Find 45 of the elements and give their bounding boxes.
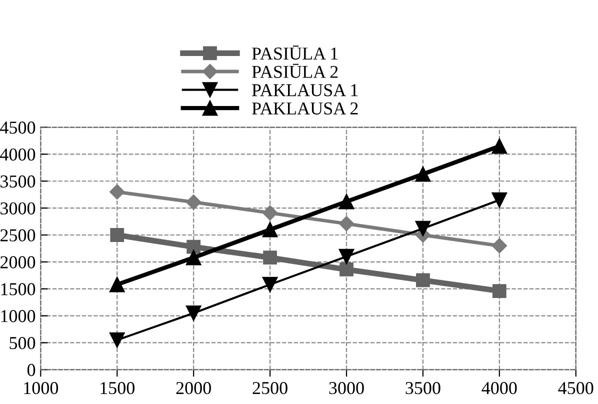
x-tick-label: 3500 — [406, 382, 440, 394]
point — [415, 166, 431, 182]
y-tick-label: 2500 — [0, 229, 36, 242]
y-tick-label: 2000 — [0, 256, 36, 268]
point — [186, 250, 202, 266]
point — [338, 194, 354, 210]
y-tick-label: 1000 — [1, 310, 36, 322]
legend-label: PAKLAUSA 1 — [252, 84, 358, 96]
x-tick-label: 3000 — [329, 382, 364, 394]
y-tick-label: 3000 — [0, 202, 36, 214]
y-tick-label: 4500 — [0, 122, 36, 134]
point — [262, 276, 278, 292]
point — [416, 273, 430, 288]
point — [492, 284, 506, 298]
x-tick-label: 1500 — [100, 382, 134, 394]
point — [109, 276, 125, 292]
x-tick-label: 2000 — [176, 382, 211, 394]
point — [186, 305, 202, 321]
legend-label: PASIŪLA 2 — [252, 64, 338, 78]
y-tick-label: 4000 — [0, 148, 36, 161]
point — [415, 220, 431, 236]
point — [338, 248, 354, 264]
point — [492, 138, 508, 154]
point — [186, 194, 202, 210]
point — [492, 192, 508, 208]
legend-label: PAKLAUSA 2 — [252, 102, 358, 115]
y-tick-label: 0 — [27, 364, 36, 376]
point — [338, 216, 354, 232]
point — [262, 222, 278, 238]
point — [263, 250, 277, 265]
x-tick-label: 2500 — [252, 382, 288, 394]
x-tick-label: 4500 — [558, 382, 594, 394]
y-tick-label: 1500 — [1, 283, 36, 296]
point — [110, 228, 124, 242]
point — [110, 184, 125, 200]
point — [262, 205, 278, 220]
point — [340, 262, 354, 276]
y-tick-label: 500 — [10, 336, 36, 350]
legend-label: PASIŪLA 1 — [252, 46, 338, 60]
x-tick-label: 1000 — [24, 382, 58, 394]
point — [492, 238, 507, 254]
y-tick-label: 3500 — [0, 175, 36, 188]
x-tick-label: 4000 — [482, 382, 517, 394]
point — [109, 332, 125, 348]
point — [186, 240, 201, 254]
